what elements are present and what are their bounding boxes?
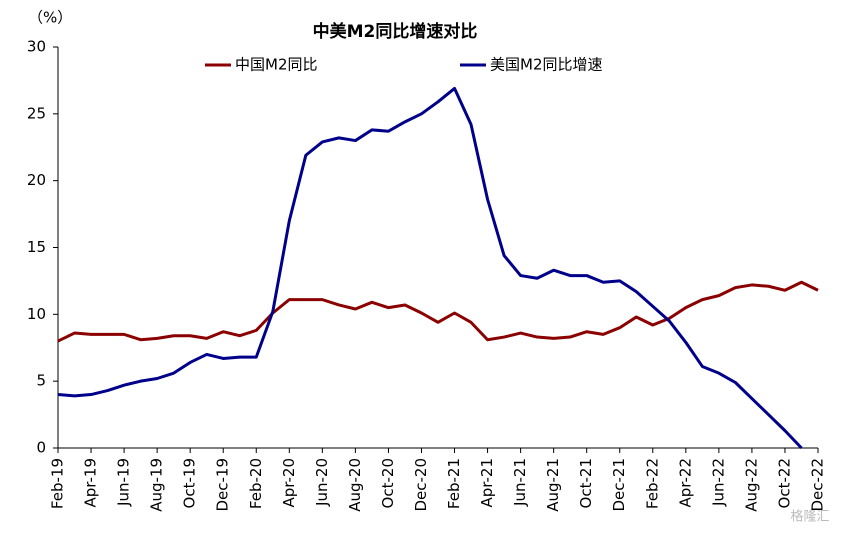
- x-tick-label: Aug-22: [742, 458, 760, 512]
- watermark: 格隆汇: [790, 509, 829, 525]
- x-tick-label: Aug-21: [544, 458, 562, 512]
- x-tick-label: Feb-21: [445, 458, 463, 509]
- x-tick-label: Feb-19: [49, 458, 67, 509]
- chart-title: 中美M2同比增速对比: [313, 21, 478, 42]
- y-tick-label: 10: [27, 305, 46, 323]
- x-tick-label: Aug-20: [346, 458, 364, 512]
- y-tick-label: 25: [27, 104, 46, 122]
- legend-label: 中国M2同比: [235, 56, 318, 74]
- x-tick-label: Oct-21: [577, 458, 595, 508]
- x-tick-label: Apr-22: [676, 458, 694, 508]
- series-line: [57, 86, 803, 450]
- x-tick-label: Dec-21: [610, 458, 628, 512]
- y-tick-label: 15: [27, 238, 46, 256]
- y-tick-label: 30: [27, 38, 46, 56]
- x-tick-label: Jun-19: [115, 458, 133, 507]
- x-tick-label: Feb-20: [247, 458, 265, 509]
- x-tick-label: Jun-22: [709, 458, 727, 507]
- y-tick-label: 20: [27, 171, 46, 189]
- x-tick-label: Dec-19: [214, 458, 232, 512]
- x-tick-label: Apr-20: [280, 458, 298, 508]
- x-tick-label: Feb-22: [643, 458, 661, 509]
- x-tick-label: Oct-22: [775, 458, 793, 508]
- x-tick-label: Apr-21: [478, 458, 496, 508]
- series-line: [57, 280, 819, 343]
- x-tick-label: Dec-22: [809, 458, 827, 512]
- x-tick-label: Aug-19: [148, 458, 166, 512]
- x-tick-label: Jun-20: [313, 458, 331, 507]
- x-tick-label: Oct-20: [379, 458, 397, 508]
- y-tick-label: 0: [36, 439, 46, 457]
- x-tick-label: Apr-19: [82, 458, 100, 508]
- y-tick-label: 5: [36, 372, 46, 390]
- y-axis-unit: （%）: [28, 9, 72, 27]
- x-tick-label: Oct-19: [181, 458, 199, 508]
- x-tick-label: Jun-21: [511, 458, 529, 507]
- legend-label: 美国M2同比增速: [490, 56, 603, 74]
- x-tick-label: Dec-20: [412, 458, 430, 512]
